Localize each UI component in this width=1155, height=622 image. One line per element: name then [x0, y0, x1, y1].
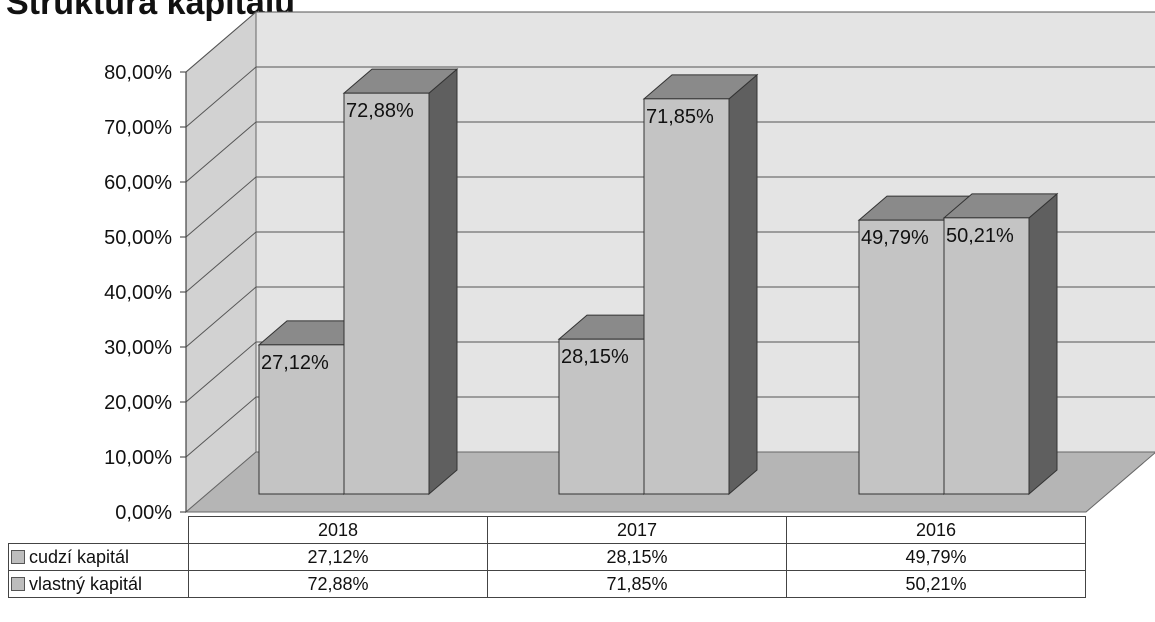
y-tick-label: 80,00% [104, 62, 172, 84]
y-tick-label: 10,00% [104, 447, 172, 469]
bar [943, 217, 1030, 495]
category-label: 2016 [786, 516, 1086, 544]
chart-title: Štruktúra kapitálu [6, 0, 296, 22]
table-row: cudzí kapitál 27,12% 28,15% 49,79% [8, 543, 1086, 571]
data-label: 27,12% [261, 352, 329, 374]
gridline [185, 11, 257, 73]
gridline [185, 341, 257, 403]
gridline [185, 231, 257, 293]
series-name: vlastný kapitál [29, 573, 143, 594]
y-tick-label: 0,00% [115, 502, 172, 524]
table-cell: 72,88% [188, 570, 488, 598]
table-corner-cell [9, 517, 189, 544]
y-tick-label: 30,00% [104, 337, 172, 359]
y-tick-label: 40,00% [104, 282, 172, 304]
legend-key [11, 549, 25, 564]
data-labels: 27,12% 72,88% 28,15% 71,85% 49,79% 50,21% [261, 100, 1014, 374]
bar [258, 344, 345, 495]
gridline [185, 396, 257, 458]
table-cell: 50,21% [786, 570, 1086, 598]
y-tick-label: 70,00% [104, 117, 172, 139]
data-label: 28,15% [561, 346, 629, 368]
bar [858, 219, 945, 495]
y-axis-ticks: 0,00% 10,00% 20,00% 30,00% 40,00% 50,00% 60,00… [104, 62, 187, 524]
gridline [185, 286, 257, 348]
data-label: 49,79% [861, 227, 929, 249]
gridline [185, 176, 257, 238]
legend-entry-vlastny: vlastný kapitál [8, 570, 189, 598]
series-name: cudzí kapitál [29, 546, 130, 567]
data-label: 50,21% [946, 225, 1014, 247]
category-label: 2018 [188, 516, 488, 544]
bar [343, 92, 430, 495]
legend-key [11, 576, 25, 591]
table-cell: 71,85% [487, 570, 787, 598]
table-row: vlastný kapitál 72,88% 71,85% 50,21% [8, 570, 1086, 598]
legend-entry-cudzi: cudzí kapitál [8, 543, 189, 571]
bar-side [1028, 192, 1058, 496]
bars [257, 68, 1059, 496]
data-label: 72,88% [346, 100, 414, 122]
data-table: 2018 2017 2016 cudzí kapitál 27,12% 28,1… [8, 516, 1086, 598]
gridline [185, 66, 257, 128]
bar-side [728, 73, 758, 496]
data-label: 71,85% [646, 106, 714, 128]
y-tick-label: 50,00% [104, 227, 172, 249]
category-label: 2017 [487, 516, 787, 544]
table-cell: 49,79% [786, 543, 1086, 571]
bar [558, 338, 645, 495]
table-cell: 28,15% [487, 543, 787, 571]
y-tick-label: 20,00% [104, 392, 172, 414]
bar-side [428, 68, 458, 496]
gridline [185, 121, 257, 183]
table-cell: 27,12% [188, 543, 488, 571]
table-header-row: 2018 2017 2016 [9, 516, 1086, 544]
y-tick-label: 60,00% [104, 172, 172, 194]
bar [643, 98, 730, 495]
